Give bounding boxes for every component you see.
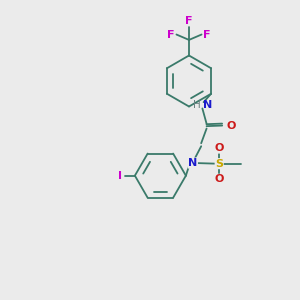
Text: O: O [214, 143, 224, 153]
Text: I: I [118, 171, 122, 181]
Text: N: N [203, 100, 212, 110]
Text: O: O [226, 121, 236, 130]
Text: F: F [185, 16, 193, 26]
Text: F: F [167, 29, 175, 40]
Text: F: F [203, 29, 211, 40]
Text: H: H [193, 100, 201, 110]
Text: S: S [215, 159, 223, 169]
Text: O: O [214, 174, 224, 184]
Text: N: N [188, 158, 197, 168]
